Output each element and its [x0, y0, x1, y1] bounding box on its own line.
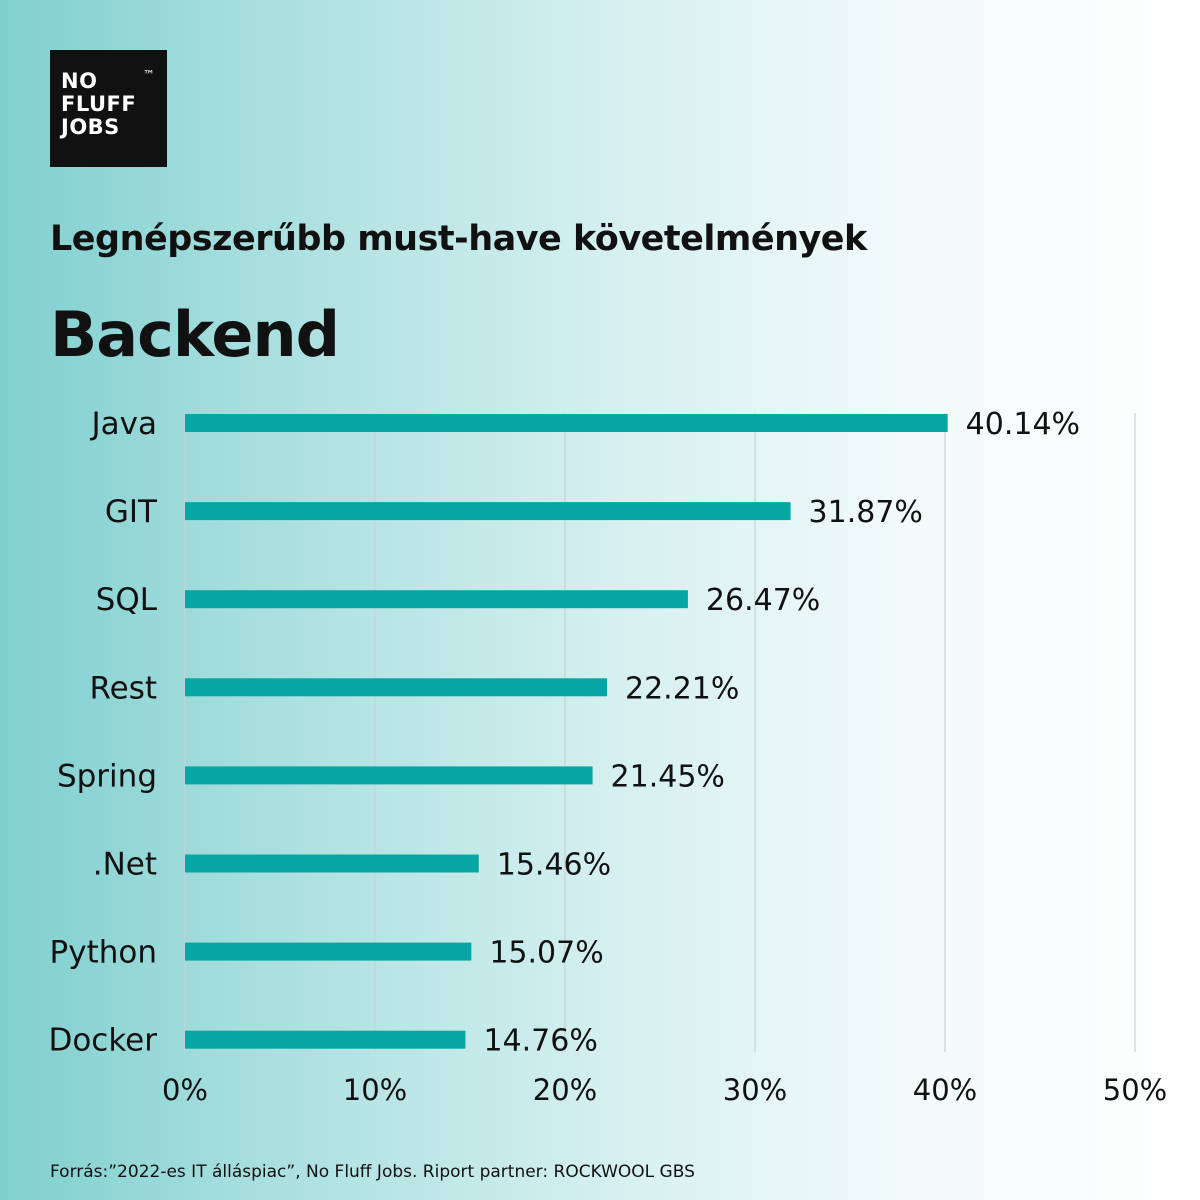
- category-label: .Net: [93, 847, 157, 883]
- data-label: 15.07%: [489, 936, 603, 971]
- logo-line-3: JOBS: [61, 115, 120, 139]
- logo-text: NO FLUFF JOBS: [61, 70, 136, 139]
- data-label: 26.47%: [706, 583, 820, 618]
- category-label: Java: [90, 406, 157, 442]
- category-label: SQL: [96, 582, 158, 618]
- data-label: 21.45%: [611, 759, 725, 794]
- x-tick-label: 30%: [723, 1073, 787, 1107]
- bar-net: [185, 854, 479, 873]
- category-label: Python: [50, 935, 157, 971]
- bar-java: [185, 414, 948, 432]
- logo-line-1: NO: [61, 69, 98, 93]
- x-tick-label: 20%: [533, 1073, 597, 1107]
- chart-title: Backend: [50, 298, 340, 371]
- data-label: 40.14%: [966, 407, 1080, 442]
- category-label: GIT: [105, 494, 158, 530]
- bar-python: [185, 942, 472, 961]
- data-label: 15.46%: [497, 848, 611, 883]
- bar-rest: [185, 678, 607, 697]
- bars: [185, 414, 948, 1049]
- bar-git: [185, 502, 791, 521]
- x-tick-label: 0%: [162, 1073, 208, 1107]
- x-tick-label: 10%: [343, 1073, 407, 1107]
- bar-spring: [185, 766, 593, 785]
- data-label: 31.87%: [809, 495, 923, 530]
- data-label: 14.76%: [483, 1024, 597, 1059]
- x-tick-label: 50%: [1103, 1073, 1167, 1107]
- bar-chart: 0% 10% 20% 30% 40% 50% Java 40.14% GIT 31.87% SQL 2…: [48, 406, 1167, 1107]
- source-footnote: Forrás:”2022-es IT álláspiac”, No Fluff …: [50, 1162, 695, 1182]
- bar-docker: [185, 1030, 466, 1049]
- logo-line-2: FLUFF: [61, 92, 137, 116]
- x-tick-label: 40%: [913, 1073, 977, 1107]
- category-label: Spring: [57, 758, 157, 794]
- trademark-symbol: ™: [143, 68, 155, 82]
- category-label: Docker: [48, 1023, 157, 1059]
- data-label: 22.21%: [625, 671, 739, 706]
- category-label: Rest: [89, 670, 157, 706]
- bar-sql: [185, 590, 688, 609]
- labels: 0% 10% 20% 30% 40% 50% Java 40.14% GIT 31.87% SQL 2…: [48, 406, 1167, 1107]
- no-fluff-jobs-logo: NO FLUFF JOBS ™: [50, 50, 167, 167]
- page-subtitle: Legnépszerűbb must-have követelmények: [50, 219, 867, 259]
